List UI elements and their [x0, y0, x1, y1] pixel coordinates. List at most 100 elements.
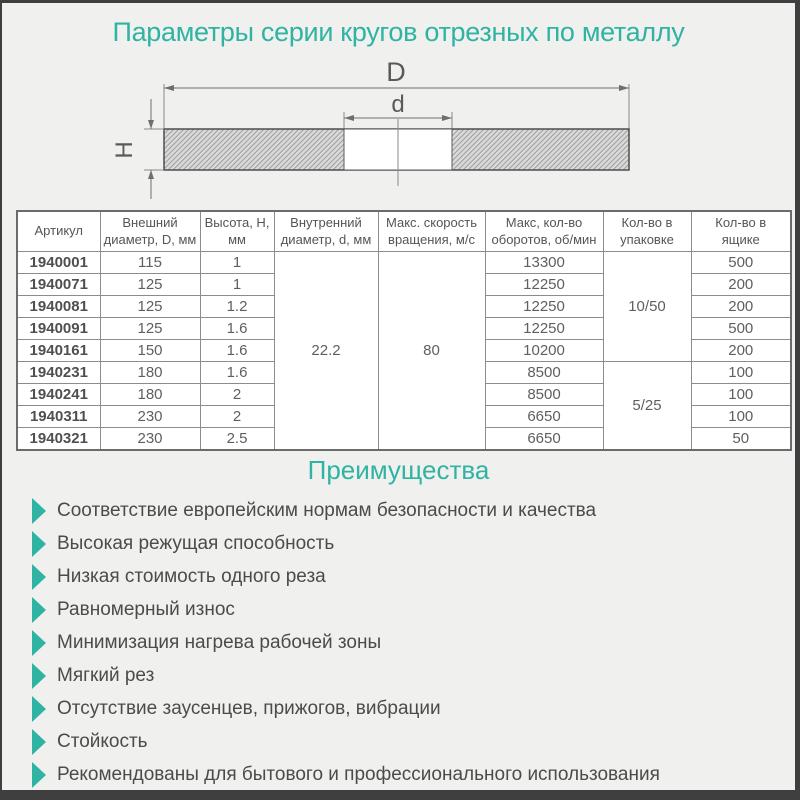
outer-diameter-cell: 230 [99, 427, 201, 451]
header-max-rpm: Макс, кол-во оборотов, об/мин [484, 210, 604, 252]
arrow-bullet-icon [32, 564, 46, 590]
outer-diameter-cell: 125 [99, 295, 201, 318]
header-height: Высота, H, мм [199, 210, 275, 252]
article-cell: 1940091 [16, 317, 101, 340]
spec-table: Артикул Внешний диаметр, D, мм Высота, H… [16, 210, 792, 451]
rpm-cell: 8500 [484, 383, 604, 406]
article-cell: 1940321 [16, 427, 101, 451]
arrowhead-icon [148, 120, 154, 129]
box-qty-cell: 500 [690, 317, 792, 340]
table-row: 1940311 230 2 6650 100 [16, 405, 792, 428]
advantage-text: Отсутствие заусенцев, прижогов, вибрации [57, 698, 441, 719]
arrowhead-icon [148, 170, 154, 179]
max-speed-merged-cell: 80 [377, 251, 486, 451]
rpm-cell: 12250 [484, 295, 604, 318]
header-pack-qty: Кол-во в упаковке [602, 210, 692, 252]
dim-label-height: H [111, 141, 138, 158]
dim-label-inner-diameter: d [391, 91, 404, 118]
table-row: 1940241 180 2 8500 100 [16, 383, 792, 406]
page-title: Параметры серии кругов отрезных по метал… [112, 17, 685, 47]
article-cell: 1940001 [16, 251, 101, 274]
arrow-bullet-icon [32, 630, 46, 656]
box-qty-cell: 200 [690, 295, 792, 318]
rpm-cell: 8500 [484, 361, 604, 384]
article-cell: 1940071 [16, 273, 101, 296]
header-outer-diameter: Внешний диаметр, D, мм [99, 210, 201, 252]
box-qty-cell: 100 [690, 361, 792, 384]
outer-diameter-cell: 115 [99, 251, 201, 274]
rpm-cell: 6650 [484, 427, 604, 451]
box-qty-cell: 500 [690, 251, 792, 274]
height-cell: 1 [199, 273, 275, 296]
box-qty-cell: 100 [690, 405, 792, 428]
outer-diameter-cell: 180 [99, 361, 201, 384]
header-box-qty: Кол-во в ящике [690, 210, 792, 252]
outer-diameter-cell: 180 [99, 383, 201, 406]
arrowhead-icon [619, 85, 629, 91]
article-cell: 1940231 [16, 361, 101, 384]
table-row: 1940001 115 1 22.2 80 13300 10/50 500 [16, 251, 792, 451]
article-cell: 1940311 [16, 405, 101, 428]
list-item: Соответствие европейским нормам безопасн… [32, 498, 777, 524]
advantage-text: Минимизация нагрева рабочей зоны [57, 632, 382, 653]
advantage-text: Стойкость [57, 731, 148, 752]
height-cell: 1.2 [199, 295, 275, 318]
table-header-row: Артикул Внешний диаметр, D, мм Высота, H… [16, 210, 792, 252]
list-item: Равномерный износ [32, 597, 777, 623]
advantage-text: Соответствие европейским нормам безопасн… [57, 500, 597, 521]
arrow-bullet-icon [32, 696, 46, 722]
table-row: 1940321 230 2.5 6650 50 [16, 427, 792, 451]
outer-diameter-cell: 125 [99, 273, 201, 296]
article-cell: 1940081 [16, 295, 101, 318]
advantage-text: Равномерный износ [57, 599, 235, 620]
pack-qty-merged-cell: 10/50 [602, 251, 692, 362]
rpm-cell: 10200 [484, 339, 604, 362]
list-item: Минимизация нагрева рабочей зоны [32, 630, 777, 656]
height-cell: 2.5 [199, 427, 275, 451]
list-item: Отсутствие заусенцев, прижогов, вибрации [32, 696, 777, 722]
pack-qty-merged-cell: 5/25 [602, 361, 692, 451]
list-item: Низкая стоимость одного реза [32, 564, 777, 590]
height-cell: 2 [199, 405, 275, 428]
box-qty-cell: 200 [690, 339, 792, 362]
table-row: 1940091 125 1.6 12250 500 [16, 317, 792, 340]
arrow-bullet-icon [32, 729, 46, 755]
dim-label-outer-diameter: D [386, 59, 406, 87]
height-cell: 1.6 [199, 361, 275, 384]
header-max-speed: Макс. скорость вращения, м/с [377, 210, 486, 252]
box-qty-cell: 100 [690, 383, 792, 406]
rpm-cell: 12250 [484, 273, 604, 296]
arrow-bullet-icon [32, 597, 46, 623]
list-item: Высокая режущая способность [32, 531, 777, 557]
rpm-cell: 12250 [484, 317, 604, 340]
height-cell: 2 [199, 383, 275, 406]
outer-diameter-cell: 125 [99, 317, 201, 340]
advantages-list: Соответствие европейским нормам безопасн… [32, 498, 777, 790]
outer-diameter-cell: 150 [99, 339, 201, 362]
arrowhead-icon [442, 115, 452, 121]
advantage-text: Высокая режущая способность [57, 533, 335, 554]
advantage-text: Рекомендованы для бытового и профессиона… [57, 764, 660, 785]
arrow-bullet-icon [32, 531, 46, 557]
height-cell: 1 [199, 251, 275, 274]
advantage-text: Низкая стоимость одного реза [57, 566, 326, 587]
box-qty-cell: 200 [690, 273, 792, 296]
arrowhead-icon [344, 115, 354, 121]
arrow-bullet-icon [32, 762, 46, 788]
box-qty-cell: 50 [690, 427, 792, 451]
arrow-bullet-icon [32, 498, 46, 524]
table-row: 1940081 125 1.2 12250 200 [16, 295, 792, 318]
rpm-cell: 13300 [484, 251, 604, 274]
list-item: Рекомендованы для бытового и профессиона… [32, 762, 777, 788]
height-cell: 1.6 [199, 317, 275, 340]
arrow-bullet-icon [32, 663, 46, 689]
list-item: Мягкий рез [32, 663, 777, 689]
article-cell: 1940161 [16, 339, 101, 362]
disc-dimension-diagram: D d H [111, 59, 630, 199]
rpm-cell: 6650 [484, 405, 604, 428]
advantage-text: Мягкий рез [57, 665, 155, 686]
header-article: Артикул [16, 210, 101, 252]
table-row: 1940231 180 1.6 8500 5/25 100 [16, 361, 792, 451]
header-inner-diameter: Внутренний диаметр, d, мм [273, 210, 379, 252]
